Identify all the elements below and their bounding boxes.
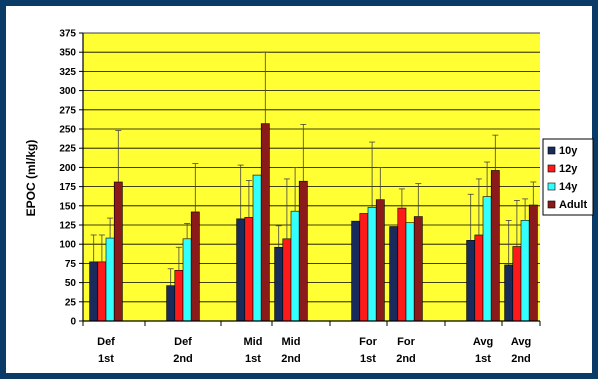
- bar: [282, 238, 292, 322]
- bar: [482, 196, 492, 322]
- legend-swatch: [547, 200, 556, 209]
- x-tick-label: 2nd: [511, 353, 531, 365]
- bar: [182, 238, 192, 322]
- y-tick-label: 175: [59, 182, 76, 193]
- bar: [397, 207, 407, 322]
- legend-swatch: [547, 164, 556, 173]
- x-tick-label: 1st: [475, 353, 491, 365]
- y-tick-label: 150: [59, 201, 76, 212]
- bar: [166, 285, 176, 322]
- bar: [244, 217, 254, 322]
- bar: [190, 211, 200, 322]
- bar: [367, 207, 377, 322]
- x-tick-label: 1st: [98, 353, 114, 365]
- bar: [351, 220, 361, 322]
- y-tick-label: 75: [65, 259, 77, 270]
- bar: [490, 170, 500, 322]
- y-tick-labels: 0 25 50 75 100 125 150 175 200 225 250 275 300 325 350…: [59, 29, 76, 328]
- legend-label: Adult: [559, 199, 587, 211]
- legend: 10y 12y 14y Adult: [542, 138, 594, 216]
- x-tick-label: 2nd: [173, 353, 193, 365]
- x-tick-label: 2nd: [396, 353, 416, 365]
- x-tick-label: Avg: [473, 336, 493, 348]
- y-tick-label: 125: [59, 221, 76, 232]
- bar: [89, 261, 99, 322]
- y-tick-label: 375: [59, 29, 76, 40]
- bar: [105, 237, 115, 322]
- x-tick-label: Def: [174, 336, 192, 348]
- x-tick-label: 1st: [360, 353, 376, 365]
- legend-label: 14y: [559, 181, 578, 193]
- bar: [520, 220, 530, 322]
- y-tick-label: 350: [59, 48, 76, 59]
- gridlines: [83, 32, 540, 303]
- legend-swatch: [547, 146, 556, 155]
- x-tick-labels: Def 1st Def 2nd Mid 1st Mid 2nd For 1st For 2nd Avg 1…: [97, 336, 531, 365]
- x-tick-label: Mid: [244, 336, 263, 348]
- x-tick-label: Def: [97, 336, 115, 348]
- bar: [298, 180, 308, 322]
- y-tick-label: 100: [59, 240, 76, 251]
- bar: [174, 270, 184, 322]
- y-tick-label: 25: [65, 297, 77, 308]
- bar: [359, 213, 369, 322]
- bar: [512, 246, 522, 322]
- bar: [413, 216, 423, 322]
- bar: [236, 218, 246, 322]
- bar: [375, 199, 385, 322]
- x-tick-label: 2nd: [281, 353, 301, 365]
- legend-swatch: [547, 182, 556, 191]
- x-tick-label: For: [397, 336, 415, 348]
- bar: [466, 240, 476, 322]
- bars: [89, 123, 538, 322]
- y-tick-label: 50: [65, 278, 77, 289]
- bar: [97, 261, 107, 322]
- x-tick-label: 1st: [245, 353, 261, 365]
- bar: [389, 226, 399, 322]
- bar: [528, 204, 538, 322]
- error-bars: [90, 51, 537, 286]
- legend-label: 10y: [559, 145, 578, 157]
- bar: [405, 222, 415, 322]
- bar: [252, 174, 262, 322]
- y-tick-label: 0: [70, 317, 76, 328]
- bar: [504, 264, 514, 322]
- legend-label: 12y: [559, 163, 578, 175]
- bar: [113, 181, 123, 322]
- x-tick-label: For: [359, 336, 377, 348]
- axes: [79, 32, 541, 326]
- y-tick-label: 325: [59, 67, 76, 78]
- bar: [290, 210, 300, 322]
- x-tick-label: Avg: [511, 336, 531, 348]
- y-tick-label: 300: [59, 86, 76, 97]
- y-tick-label: 275: [59, 105, 76, 116]
- x-tick-label: Mid: [282, 336, 301, 348]
- bar: [474, 234, 484, 322]
- plot-area: [83, 33, 540, 321]
- bar: [274, 246, 284, 322]
- y-axis-label: EPOC (ml/kg): [24, 140, 38, 217]
- bar: [260, 123, 270, 322]
- y-tick-label: 225: [59, 144, 76, 155]
- y-tick-label: 200: [59, 163, 76, 174]
- y-tick-label: 250: [59, 125, 76, 136]
